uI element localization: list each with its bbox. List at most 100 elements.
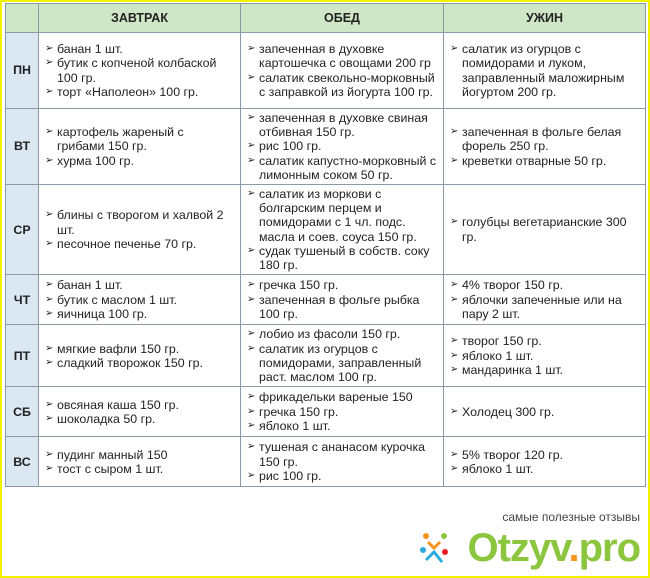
cell-lunch: лобио из фасоли 150 гр.салатик из огурцо… [240, 324, 444, 388]
meal-item: лобио из фасоли 150 гр. [247, 327, 437, 341]
meal-list: голубцы вегетарианские 300 гр. [450, 215, 639, 243]
cell-breakfast: банан 1 шт.бутик с маслом 1 шт.яичница 1… [38, 274, 241, 326]
meal-list: 4% творог 150 гр.яблочки запеченные или … [450, 278, 639, 321]
meal-list: блины с творогом и халвой 2 шт.песочное … [45, 208, 234, 251]
meal-item: гречка 150 гр. [247, 278, 437, 292]
meal-list: пудинг манный 150тост с сыром 1 шт. [45, 448, 234, 477]
day-row: СРблины с творогом и халвой 2 шт.песочно… [5, 184, 646, 276]
meal-list: банан 1 шт.бутик с маслом 1 шт.яичница 1… [45, 278, 234, 321]
meal-item: пудинг манный 150 [45, 448, 234, 462]
meal-list: Холодец 300 гр. [450, 405, 639, 419]
meal-item: запеченная в фольге рыбка 100 гр. [247, 293, 437, 321]
people-logo-icon [420, 533, 448, 563]
meal-item: запеченная в духовке свиная отбивная 150… [247, 111, 437, 139]
day-label: ВТ [5, 107, 39, 186]
meal-list: тушеная с ананасом курочка 150 гр.рис 10… [247, 440, 437, 483]
meal-item: овсяная каша 150 гр. [45, 398, 234, 412]
cell-lunch: салатик из моркови с болгарским перцем и… [240, 184, 444, 276]
meal-item: хурма 100 гр. [45, 154, 234, 168]
meal-item: блины с творогом и халвой 2 шт. [45, 208, 234, 236]
day-row: ПНбанан 1 шт.бутик с копченой колбаской … [5, 32, 646, 109]
meal-item: рис 100 гр. [247, 469, 437, 483]
meal-plan-table: ЗАВТРАК ОБЕД УЖИН ПНбанан 1 шт.бутик с к… [5, 3, 646, 488]
meal-item: сладкий творожок 150 гр. [45, 356, 234, 370]
meal-item: бутик с копченой колбаской 100 гр. [45, 56, 234, 84]
cell-dinner: салатик из огурцов с помидорами и луком,… [443, 32, 646, 109]
day-row: ПТмягкие вафли 150 гр.сладкий творожок 1… [5, 324, 646, 388]
meal-item: яблочки запеченные или на пару 2 шт. [450, 293, 639, 321]
cell-breakfast: картофель жареный с грибами 150 гр.хурма… [38, 107, 241, 186]
header-row: ЗАВТРАК ОБЕД УЖИН [5, 3, 646, 33]
meal-item: салатик из моркови с болгарским перцем и… [247, 187, 437, 244]
meal-item: судак тушеный в собств. соку 180 гр. [247, 244, 437, 272]
meal-list: салатик из моркови с болгарским перцем и… [247, 187, 437, 272]
day-label: ВС [5, 436, 39, 488]
meal-item: шоколадка 50 гр. [45, 412, 234, 426]
meal-list: гречка 150 гр.запеченная в фольге рыбка … [247, 278, 437, 321]
cell-lunch: запеченная в духовке свиная отбивная 150… [240, 107, 444, 186]
cell-lunch: запеченная в духовке картошечка с овощам… [240, 32, 444, 109]
meal-list: банан 1 шт.бутик с копченой колбаской 10… [45, 42, 234, 99]
meal-item: салатик из огурцов с помидорами, заправл… [247, 342, 437, 385]
meal-list: лобио из фасоли 150 гр.салатик из огурцо… [247, 327, 437, 384]
meal-item: бутик с маслом 1 шт. [45, 293, 234, 307]
meal-list: творог 150 гр.яблоко 1 шт.мандаринка 1 ш… [450, 334, 639, 377]
cell-breakfast: мягкие вафли 150 гр.сладкий творожок 150… [38, 324, 241, 388]
meal-item: тушеная с ананасом курочка 150 гр. [247, 440, 437, 468]
day-row: ЧТбанан 1 шт.бутик с маслом 1 шт.яичница… [5, 274, 646, 326]
cell-breakfast: пудинг манный 150тост с сыром 1 шт. [38, 436, 241, 488]
meal-item: яблоко 1 шт. [450, 462, 639, 476]
meal-item: творог 150 гр. [450, 334, 639, 348]
meal-item: рис 100 гр. [247, 139, 437, 153]
meal-list: фрикадельки вареные 150гречка 150 гр.ябл… [247, 390, 437, 433]
cell-dinner: 4% творог 150 гр.яблочки запеченные или … [443, 274, 646, 326]
meal-item: 4% творог 150 гр. [450, 278, 639, 292]
meal-item: картофель жареный с грибами 150 гр. [45, 125, 234, 153]
meal-item: запеченная в фольге белая форель 250 гр. [450, 125, 639, 153]
header-dinner: УЖИН [443, 3, 646, 33]
day-label: ПТ [5, 324, 39, 388]
meal-list: запеченная в духовке свиная отбивная 150… [247, 111, 437, 182]
watermark-logo: Otzyv.pro [467, 526, 641, 570]
meal-list: 5% творог 120 гр.яблоко 1 шт. [450, 448, 639, 477]
cell-dinner: 5% творог 120 гр.яблоко 1 шт. [443, 436, 646, 488]
day-row: СБовсяная каша 150 гр.шоколадка 50 гр.фр… [5, 386, 646, 438]
cell-dinner: творог 150 гр.яблоко 1 шт.мандаринка 1 ш… [443, 324, 646, 388]
cell-lunch: гречка 150 гр.запеченная в фольге рыбка … [240, 274, 444, 326]
meal-item: голубцы вегетарианские 300 гр. [450, 215, 639, 243]
day-label: СБ [5, 386, 39, 438]
meal-item: салатик из огурцов с помидорами и луком,… [450, 42, 639, 99]
meal-item: гречка 150 гр. [247, 405, 437, 419]
cell-lunch: тушеная с ананасом курочка 150 гр.рис 10… [240, 436, 444, 488]
meal-item: Холодец 300 гр. [450, 405, 639, 419]
cell-dinner: Холодец 300 гр. [443, 386, 646, 438]
day-label: СР [5, 184, 39, 276]
cell-breakfast: блины с творогом и халвой 2 шт.песочное … [38, 184, 241, 276]
meal-item: торт «Наполеон» 100 гр. [45, 85, 234, 99]
header-corner [5, 3, 39, 33]
day-label: ПН [5, 32, 39, 109]
meal-item: яичница 100 гр. [45, 307, 234, 321]
meal-list: салатик из огурцов с помидорами и луком,… [450, 42, 639, 99]
cell-dinner: голубцы вегетарианские 300 гр. [443, 184, 646, 276]
meal-item: 5% творог 120 гр. [450, 448, 639, 462]
meal-list: запеченная в духовке картошечка с овощам… [247, 42, 437, 99]
meal-list: овсяная каша 150 гр.шоколадка 50 гр. [45, 398, 234, 427]
meal-list: картофель жареный с грибами 150 гр.хурма… [45, 125, 234, 168]
day-row: ВСпудинг манный 150тост с сыром 1 шт.туш… [5, 436, 646, 488]
cell-breakfast: овсяная каша 150 гр.шоколадка 50 гр. [38, 386, 241, 438]
meal-item: банан 1 шт. [45, 278, 234, 292]
watermark-tagline: самые полезные отзывы [502, 510, 640, 524]
meal-item: песочное печенье 70 гр. [45, 237, 234, 251]
cell-breakfast: банан 1 шт.бутик с копченой колбаской 10… [38, 32, 241, 109]
meal-item: креветки отварные 50 гр. [450, 154, 639, 168]
meal-item: салатик свекольно-морковный с заправкой … [247, 71, 437, 99]
meal-item: тост с сыром 1 шт. [45, 462, 234, 476]
meal-item: мандаринка 1 шт. [450, 363, 639, 377]
cell-dinner: запеченная в фольге белая форель 250 гр.… [443, 107, 646, 186]
meal-item: запеченная в духовке картошечка с овощам… [247, 42, 437, 70]
header-breakfast: ЗАВТРАК [38, 3, 241, 33]
cell-lunch: фрикадельки вареные 150гречка 150 гр.ябл… [240, 386, 444, 438]
meal-item: салатик капустно-морковный с лимонным со… [247, 154, 437, 182]
